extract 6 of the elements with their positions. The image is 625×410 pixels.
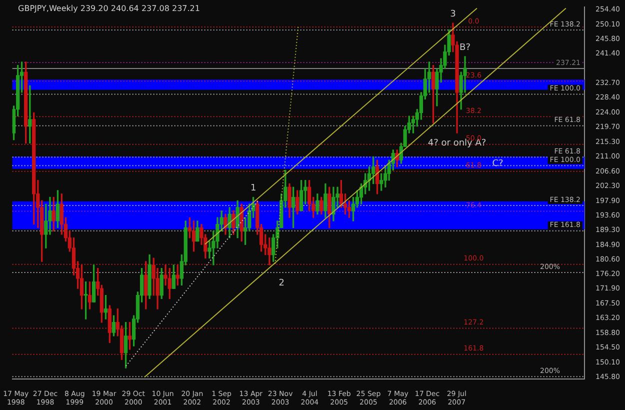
annotation: C?: [492, 158, 504, 169]
annotation: B?: [460, 42, 471, 53]
annotation: 1: [250, 184, 256, 194]
annotation: 2: [278, 278, 284, 288]
chart-title: GBPJPY,Weekly 239.20 240.64 237.08 237.21: [18, 4, 200, 13]
annotation: 3: [450, 9, 456, 20]
